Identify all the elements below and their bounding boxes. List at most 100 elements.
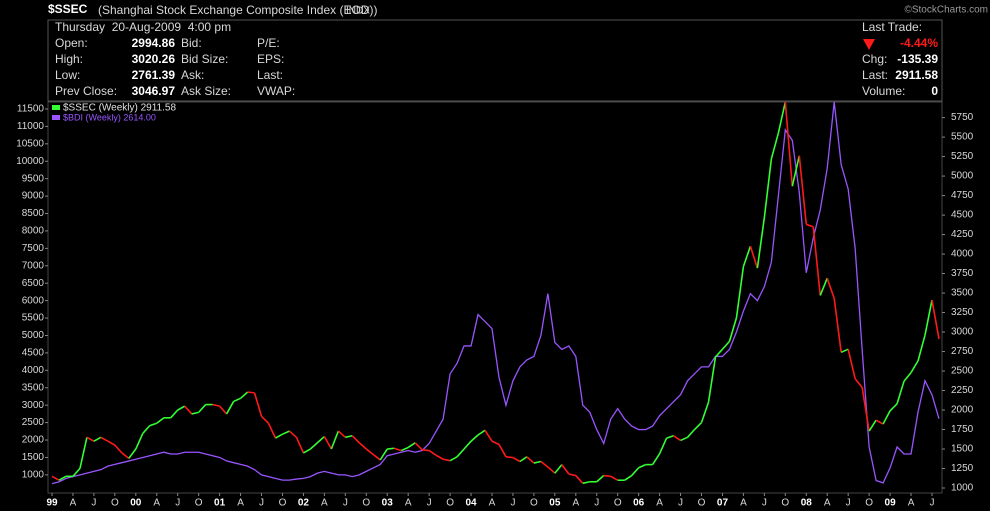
field-label: Bid Size:	[181, 52, 228, 66]
x-tick-label: 05	[549, 498, 561, 509]
series-segment	[393, 447, 402, 452]
index-name: (Shanghai Stock Exchange Composite Index…	[98, 3, 377, 17]
x-tick-label: O	[781, 498, 789, 509]
quote-header: $SSEC (Shanghai Stock Exchange Composite…	[47, 2, 988, 102]
series-segment	[784, 101, 794, 187]
field-label: Ask:	[181, 68, 204, 82]
series-segment	[149, 422, 158, 427]
y2-tick-label: 3000	[951, 327, 974, 338]
series-segment	[651, 453, 661, 466]
x-tick-label: A	[572, 498, 579, 509]
y2-tick-label: 5750	[951, 112, 974, 123]
y-tick-label: 3500	[22, 382, 45, 393]
y-tick-label: 4000	[22, 365, 45, 376]
x-tick-label: 03	[382, 498, 394, 509]
x-tick-label: A	[321, 498, 328, 509]
x-tick-label: 08	[801, 498, 813, 509]
series-segment	[428, 449, 437, 456]
series-segment	[533, 460, 542, 464]
series-segment	[540, 460, 549, 468]
series-segment	[86, 436, 95, 442]
series-segment	[484, 429, 493, 442]
series-segment	[582, 480, 590, 485]
series-segment	[407, 442, 416, 449]
y2-tick-label: 4000	[951, 249, 974, 260]
x-tick-label: A	[740, 498, 747, 509]
legend-label: $SSEC (Weekly) 2911.58	[63, 103, 176, 114]
series-segment	[568, 473, 576, 477]
y2-tick-label: 2250	[951, 385, 974, 396]
y-tick-label: 10000	[16, 156, 44, 167]
series-line	[51, 101, 940, 485]
series-segment	[156, 417, 165, 424]
series-segment	[323, 436, 333, 450]
field-value: -135.39	[897, 52, 938, 66]
series-segment	[812, 226, 822, 296]
series-segment	[777, 101, 787, 134]
series-segment	[693, 421, 703, 431]
x-tick-label: J	[259, 498, 264, 509]
x-tick-label: J	[343, 498, 348, 509]
series-segment	[135, 433, 144, 450]
series-segment	[875, 419, 884, 425]
series-segment	[763, 158, 773, 218]
series-segment	[603, 474, 611, 478]
series-segment	[931, 299, 940, 340]
x-tick-label: J	[91, 498, 96, 509]
field-value: 3046.97	[132, 84, 176, 98]
y2-tick-label: 5500	[951, 132, 974, 143]
x-tick-label: O	[614, 498, 622, 509]
series-segment	[372, 453, 381, 461]
series-segment	[896, 380, 905, 405]
series-segment	[233, 397, 241, 403]
y-tick-label: 8500	[22, 208, 45, 219]
x-tick-label: O	[279, 498, 287, 509]
series-segment	[686, 428, 696, 438]
series-segment	[882, 410, 891, 425]
series-segment	[512, 456, 521, 463]
series-segment	[806, 223, 814, 228]
series-segment	[177, 405, 186, 411]
series-segment	[247, 391, 255, 394]
x-tick-label: O	[195, 498, 203, 509]
series-segment	[728, 317, 738, 342]
series-segment	[463, 440, 472, 450]
series-segment	[142, 425, 151, 434]
field-value: 2911.58	[895, 68, 938, 82]
series-segment	[673, 435, 682, 442]
series-segment	[170, 409, 179, 419]
y2-tick-label: 4750	[951, 190, 974, 201]
series-segment	[624, 474, 633, 481]
field-value: 2761.39	[132, 68, 176, 82]
series-segment	[316, 435, 325, 444]
series-segment	[498, 443, 507, 458]
y2-tick-label: 2000	[951, 405, 974, 416]
field-label: Open:	[55, 36, 88, 50]
series-segment	[240, 391, 249, 399]
series-segment	[596, 474, 605, 483]
series-segment	[680, 436, 688, 442]
series-segment	[840, 348, 849, 354]
series-segment	[924, 299, 933, 336]
series-segment	[275, 433, 283, 439]
y2-tick-label: 1250	[951, 463, 974, 474]
y-tick-label: 2500	[22, 417, 45, 428]
series-segment	[107, 440, 116, 446]
x-tick-label: J	[678, 498, 683, 509]
series-segment	[819, 277, 828, 296]
x-tick-label: J	[175, 498, 180, 509]
x-tick-label: O	[111, 498, 119, 509]
series-segment	[700, 401, 710, 423]
series-segment	[889, 403, 898, 412]
y-tick-label: 6000	[22, 295, 45, 306]
series-segment	[121, 452, 130, 460]
y-tick-label: 11500	[17, 104, 45, 115]
series-segment	[791, 155, 801, 187]
credit: ©StockCharts.com	[904, 5, 988, 16]
series-segment	[505, 456, 514, 459]
series-segment	[742, 246, 752, 267]
series-segment	[868, 419, 877, 432]
series-segment	[365, 448, 374, 456]
series-segment	[414, 442, 423, 451]
x-tick-label: O	[446, 498, 454, 509]
